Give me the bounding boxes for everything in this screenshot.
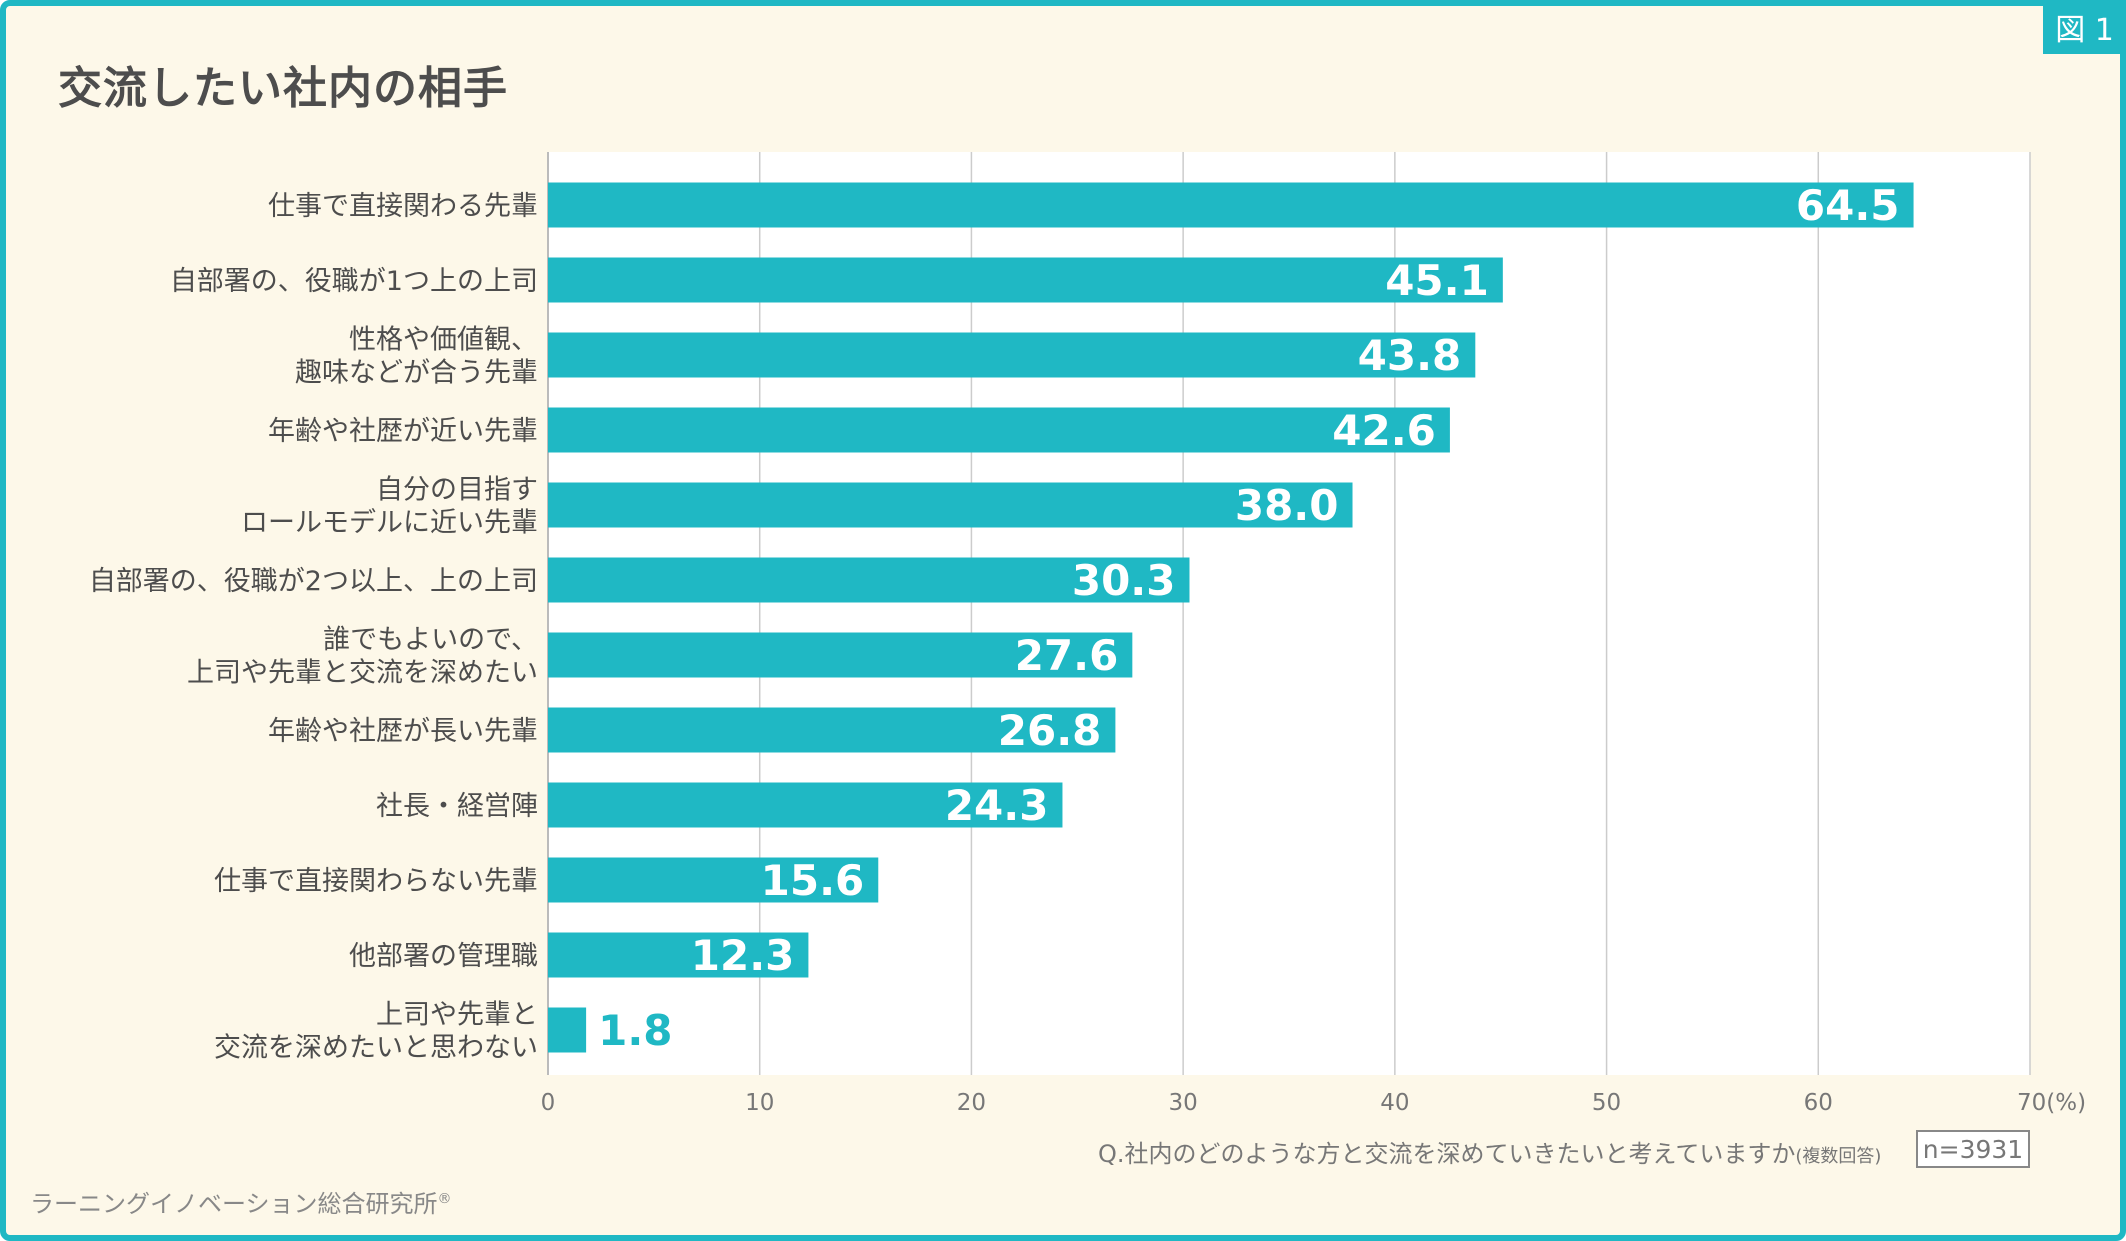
x-tick-label: 30: [1169, 1090, 1198, 1116]
sample-size: n=3931: [1916, 1130, 2030, 1168]
category-label: 社長・経営陣: [376, 791, 538, 822]
survey-question: Q.社内のどのような方と交流を深めていきたいと考えていますか(複数回答): [1098, 1134, 1881, 1169]
category-label-line: 上司や先輩と: [376, 1000, 538, 1031]
data-label: 27.6: [1015, 631, 1119, 680]
data-label: 64.5: [1796, 181, 1900, 230]
category-label-line: 年齢や社歴が長い先輩: [268, 716, 538, 747]
data-label: 15.6: [761, 856, 865, 905]
category-label: 自部署の、役職が1つ上の上司: [170, 266, 538, 297]
category-label-line: 趣味などが合う先輩: [295, 358, 538, 389]
bar: [548, 632, 1133, 678]
category-label: 仕事で直接関わる先輩: [268, 191, 538, 222]
bar: [548, 932, 809, 978]
plot-area: [548, 152, 2030, 1075]
data-label: 42.6: [1332, 406, 1436, 455]
bar: [548, 482, 1353, 528]
bar: [548, 182, 1914, 228]
category-label-line: 上司や先輩と交流を深めたい: [187, 658, 538, 689]
category-label-line: 年齢や社歴が近い先輩: [268, 416, 538, 447]
category-label-line: 交流を深めたいと思わない: [214, 1033, 538, 1064]
category-label-line: 他部署の管理職: [349, 941, 538, 972]
category-label-line: 仕事で直接関わる先輩: [268, 191, 538, 222]
bar: [548, 557, 1190, 603]
data-label: 12.3: [691, 931, 795, 980]
category-label-line: 誰でもよいので、: [323, 625, 538, 656]
bar: [548, 1007, 587, 1053]
bar: [548, 707, 1116, 753]
chart-title: 交流したい社内の相手: [58, 63, 508, 114]
question-text: Q.社内のどのような方と交流を深めていきたいと考えていますか: [1098, 1140, 1796, 1168]
category-label: 仕事で直接関わらない先輩: [214, 866, 538, 897]
x-tick-label: 0: [541, 1090, 556, 1116]
question-note: (複数回答): [1795, 1146, 1882, 1167]
category-label: 年齢や社歴が近い先輩: [268, 416, 538, 447]
data-label: 38.0: [1235, 481, 1339, 530]
category-label-line: 社長・経営陣: [376, 791, 538, 822]
category-label: 自分の目指すロールモデルに近い先輩: [241, 475, 538, 539]
category-label-line: 仕事で直接関わらない先輩: [214, 866, 538, 897]
data-label: 26.8: [998, 706, 1102, 755]
x-tick-label: 60: [1804, 1090, 1833, 1116]
bar: [548, 257, 1503, 303]
category-label: 上司や先輩と交流を深めたいと思わない: [214, 1000, 538, 1064]
data-label: 45.1: [1385, 256, 1489, 305]
bar: [548, 857, 879, 903]
category-label-line: ロールモデルに近い先輩: [241, 508, 538, 539]
category-label: 誰でもよいので、上司や先輩と交流を深めたい: [187, 625, 538, 689]
x-tick-label: 20: [957, 1090, 986, 1116]
data-label: 43.8: [1358, 331, 1462, 380]
x-tick-label: 40: [1380, 1090, 1409, 1116]
bar: [548, 782, 1063, 828]
figure-badge: 図 1: [2043, 0, 2126, 54]
source-name: ラーニングイノベーション総合研究所: [30, 1190, 438, 1218]
source-credit: ラーニングイノベーション総合研究所®: [30, 1184, 452, 1219]
registered-mark: ®: [437, 1191, 452, 1207]
category-label: 自部署の、役職が2つ以上、上の上司: [89, 566, 538, 597]
x-tick-label: 10: [745, 1090, 774, 1116]
x-tick-label: 50: [1592, 1090, 1621, 1116]
bar: [548, 407, 1450, 453]
data-label: 24.3: [945, 781, 1049, 830]
category-label-line: 性格や価値観、: [349, 325, 538, 356]
x-tick-label: 70(%): [2017, 1090, 2086, 1116]
category-label: 性格や価値観、趣味などが合う先輩: [295, 325, 538, 389]
category-label: 他部署の管理職: [349, 941, 538, 972]
category-label-line: 自部署の、役職が2つ以上、上の上司: [89, 566, 538, 597]
category-label-line: 自分の目指す: [376, 475, 538, 506]
data-label: 30.3: [1072, 556, 1176, 605]
data-label: 1.8: [598, 1006, 672, 1055]
category-label-line: 自部署の、役職が1つ上の上司: [170, 266, 538, 297]
category-label: 年齢や社歴が長い先輩: [268, 716, 538, 747]
bar: [548, 332, 1476, 378]
